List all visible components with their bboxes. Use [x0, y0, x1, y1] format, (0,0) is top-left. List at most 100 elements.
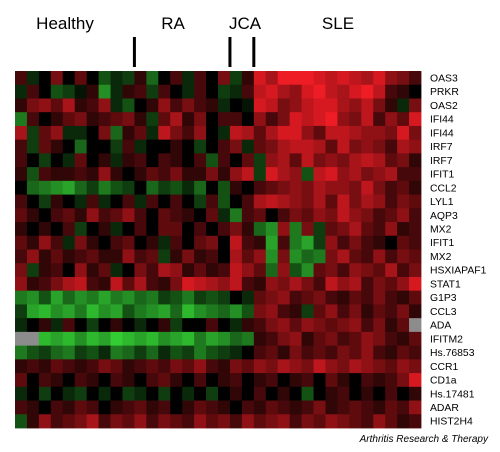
- heatmap-cell: [397, 263, 410, 278]
- heatmap-cell: [182, 359, 195, 374]
- heatmap-cell: [218, 194, 231, 209]
- heatmap-cell: [313, 71, 326, 86]
- heatmap-cell: [122, 153, 135, 168]
- heatmap-cell: [397, 345, 410, 360]
- heatmap-cell: [409, 112, 422, 127]
- heatmap-cell: [158, 235, 171, 250]
- heatmap-cell: [337, 235, 350, 250]
- heatmap-cell: [26, 98, 40, 113]
- heatmap-cell: [373, 290, 386, 305]
- heatmap-cell: [182, 112, 195, 127]
- heatmap-cell: [277, 263, 291, 278]
- heatmap-cell: [170, 125, 183, 141]
- heatmap-cell: [229, 222, 243, 237]
- heatmap-cell: [158, 400, 171, 415]
- heatmap-cell: [337, 400, 350, 415]
- heatmap-cell: [158, 386, 171, 401]
- heatmap-cell: [277, 125, 291, 141]
- heatmap-cell: [98, 98, 111, 113]
- heatmap-cell: [337, 304, 350, 319]
- heatmap-cell: [373, 98, 386, 113]
- heatmap-cell: [373, 318, 386, 333]
- heatmap-cell: [277, 112, 291, 127]
- heatmap-cell: [241, 208, 255, 223]
- heatmap-cell: [218, 98, 231, 113]
- heatmap-cell: [253, 208, 267, 223]
- heatmap-cell: [229, 139, 243, 154]
- heatmap-cell: [397, 318, 410, 333]
- heatmap-cell: [218, 414, 231, 429]
- heatmap-cell: [38, 400, 52, 415]
- heatmap-cell: [146, 263, 159, 278]
- heatmap-cell: [110, 331, 123, 347]
- heatmap-cell: [182, 386, 195, 401]
- heatmap-cell: [50, 373, 64, 388]
- heatmap-cell: [265, 345, 279, 360]
- gene-label: LYL1: [430, 197, 454, 208]
- heatmap-cell: [265, 222, 279, 237]
- heatmap-cell: [110, 400, 123, 415]
- heatmap-cell: [146, 373, 159, 388]
- heatmap-cell: [301, 331, 314, 347]
- heatmap-cell: [313, 112, 326, 127]
- group-separator: [252, 37, 256, 67]
- heatmap-cell: [74, 318, 88, 333]
- heatmap-cell: [349, 84, 362, 99]
- heatmap-cell: [122, 84, 135, 99]
- heatmap-cell: [241, 386, 255, 401]
- heatmap-cell: [337, 249, 350, 264]
- heatmap-cell: [301, 167, 314, 182]
- heatmap-cell: [134, 359, 147, 374]
- heatmap-cell: [98, 249, 111, 264]
- heatmap-cell: [241, 373, 255, 388]
- group-separator: [228, 37, 232, 67]
- heatmap-cell: [170, 400, 183, 415]
- heatmap-cell: [15, 194, 28, 209]
- heatmap-cell: [50, 414, 64, 429]
- heatmap-cell: [241, 194, 255, 209]
- heatmap-cell: [38, 373, 52, 388]
- heatmap-cell: [134, 222, 147, 237]
- heatmap-cell: [26, 139, 40, 154]
- gene-labels: OAS3 PRKR OAS2 IFI44 IFI44 IRF7 IRF7 IFIT1 CCL2 L…: [430, 73, 487, 427]
- heatmap-cell: [301, 414, 314, 429]
- heatmap-cell: [265, 249, 279, 264]
- heatmap-cell: [301, 290, 314, 305]
- heatmap-cell: [349, 290, 362, 305]
- heatmap-cell: [277, 180, 291, 195]
- heatmap-cell: [361, 112, 374, 127]
- heatmap-cell: [38, 235, 52, 250]
- heatmap-cell: [409, 194, 422, 209]
- heatmap-cell: [206, 290, 219, 305]
- heatmap-cell: [337, 359, 350, 374]
- heatmap-cell: [241, 414, 255, 429]
- heatmap-cell: [289, 222, 302, 237]
- heatmap-cell: [122, 194, 135, 209]
- heatmap-cell: [206, 331, 219, 347]
- heatmap-cell: [253, 167, 267, 182]
- gene-label: Hs.76853: [430, 348, 475, 359]
- heatmap-cell: [146, 167, 159, 182]
- heatmap-cell: [98, 359, 111, 374]
- heatmap-cell: [337, 139, 350, 154]
- heatmap-cell: [325, 84, 338, 99]
- heatmap-cell: [253, 125, 267, 141]
- heatmap-cell: [170, 112, 183, 127]
- heatmap-cell: [62, 153, 76, 168]
- heatmap-cell: [15, 98, 28, 113]
- heatmap-cell: [38, 167, 52, 182]
- heatmap-cell: [50, 98, 64, 113]
- heatmap-cell: [122, 98, 135, 113]
- heatmap-cell: [289, 180, 302, 195]
- heatmap-cell: [325, 112, 338, 127]
- heatmap-cell: [146, 290, 159, 305]
- heatmap-cell: [110, 194, 123, 209]
- heatmap-cell: [158, 249, 171, 264]
- heatmap-cell: [325, 318, 338, 333]
- heatmap-cell: [26, 400, 40, 415]
- heatmap-cell: [325, 125, 338, 141]
- heatmap-cell: [253, 112, 267, 127]
- heatmap-cell: [50, 345, 64, 360]
- heatmap-cell: [98, 345, 111, 360]
- heatmap-cell: [241, 345, 255, 360]
